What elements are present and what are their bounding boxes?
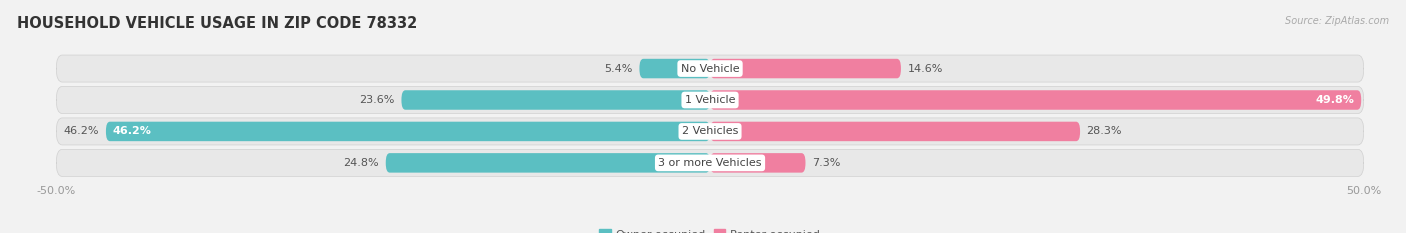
Text: 46.2%: 46.2% bbox=[63, 127, 100, 137]
FancyBboxPatch shape bbox=[710, 90, 1361, 110]
Text: 23.6%: 23.6% bbox=[360, 95, 395, 105]
Text: 1 Vehicle: 1 Vehicle bbox=[685, 95, 735, 105]
Text: 24.8%: 24.8% bbox=[343, 158, 380, 168]
FancyBboxPatch shape bbox=[640, 59, 710, 78]
Text: 3 or more Vehicles: 3 or more Vehicles bbox=[658, 158, 762, 168]
Text: HOUSEHOLD VEHICLE USAGE IN ZIP CODE 78332: HOUSEHOLD VEHICLE USAGE IN ZIP CODE 7833… bbox=[17, 16, 418, 31]
FancyBboxPatch shape bbox=[710, 122, 1080, 141]
FancyBboxPatch shape bbox=[56, 118, 1364, 145]
Text: No Vehicle: No Vehicle bbox=[681, 64, 740, 74]
FancyBboxPatch shape bbox=[56, 86, 1364, 113]
FancyBboxPatch shape bbox=[56, 55, 1364, 82]
Text: 14.6%: 14.6% bbox=[907, 64, 943, 74]
Text: 7.3%: 7.3% bbox=[813, 158, 841, 168]
Text: 5.4%: 5.4% bbox=[605, 64, 633, 74]
FancyBboxPatch shape bbox=[105, 122, 710, 141]
Text: 46.2%: 46.2% bbox=[112, 127, 152, 137]
Text: 2 Vehicles: 2 Vehicles bbox=[682, 127, 738, 137]
Text: Source: ZipAtlas.com: Source: ZipAtlas.com bbox=[1285, 16, 1389, 26]
FancyBboxPatch shape bbox=[56, 149, 1364, 176]
FancyBboxPatch shape bbox=[385, 153, 710, 173]
Legend: Owner-occupied, Renter-occupied: Owner-occupied, Renter-occupied bbox=[595, 225, 825, 233]
FancyBboxPatch shape bbox=[402, 90, 710, 110]
FancyBboxPatch shape bbox=[710, 59, 901, 78]
Text: 49.8%: 49.8% bbox=[1316, 95, 1354, 105]
FancyBboxPatch shape bbox=[710, 153, 806, 173]
Text: 28.3%: 28.3% bbox=[1087, 127, 1122, 137]
